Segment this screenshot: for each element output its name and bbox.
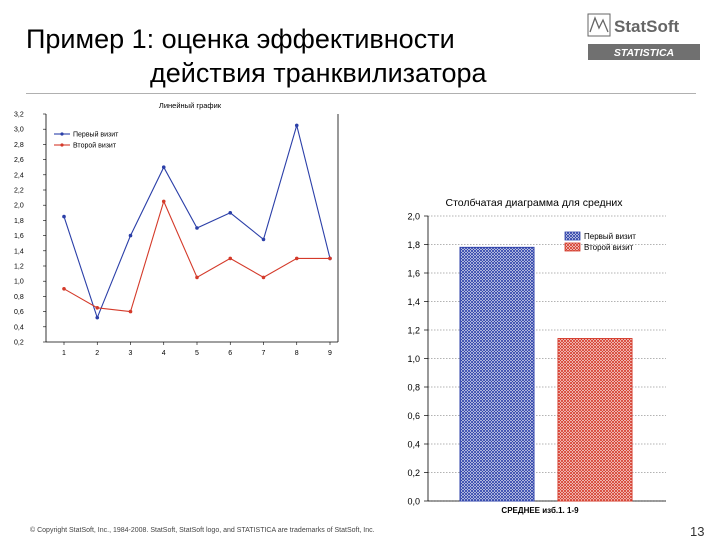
bar-chart-y-tick-label: 2,0 <box>407 212 420 222</box>
bar-chart-y-tick-label: 1,6 <box>407 269 420 279</box>
line-chart-y-tick-label: 2,8 <box>14 142 24 149</box>
line-chart-x-tick-label: 5 <box>195 350 199 357</box>
bar-chart-legend-label: Второй визит <box>584 243 634 252</box>
line-chart-point <box>294 256 299 261</box>
line-chart-x-tick-label: 2 <box>95 350 99 357</box>
line-chart-title: Линейный график <box>159 101 222 110</box>
bar-chart-legend: Первый визит Второй визит <box>564 231 636 252</box>
line-chart-point <box>261 237 266 242</box>
line-chart-series <box>62 123 332 320</box>
line-chart-point <box>95 306 100 310</box>
page-number: 13 <box>690 524 705 539</box>
logo-brand-text: StatSoft <box>614 17 680 36</box>
line-chart-x-tick-label: 3 <box>129 350 133 357</box>
line-chart-legend-marker <box>60 143 64 147</box>
line-chart-y-tick-label: 0,4 <box>14 324 24 331</box>
line-chart-legend-label: Первый визит <box>73 131 119 139</box>
line-chart-x-tick-label: 4 <box>162 350 166 357</box>
line-chart-point <box>62 214 66 219</box>
logo-mark-icon <box>587 13 611 37</box>
line-chart-point <box>62 287 66 291</box>
line-chart-point <box>161 165 166 169</box>
slide-title-line1: Пример 1: оценка эффективности <box>26 24 455 54</box>
footer-copyright: © Copyright StatSoft, Inc., 1984-2008. S… <box>30 527 375 534</box>
line-chart-x-tick-label: 7 <box>262 350 266 357</box>
bar-chart-y-tick-label: 1,4 <box>407 297 420 307</box>
bar-chart-title: Столбчатая диаграмма для средних <box>445 197 623 209</box>
line-chart-point <box>95 315 100 320</box>
line-chart-y-tick-label: 0,6 <box>14 309 24 316</box>
line-chart-y-tick-label: 1,0 <box>14 279 24 286</box>
bar-chart-legend-label: Первый визит <box>584 232 636 241</box>
line-chart-y-tick-label: 0,8 <box>14 294 24 301</box>
bar-chart-bars <box>459 246 633 502</box>
bar-chart-legend-swatch <box>564 231 581 241</box>
line-chart-y-tick-label: 1,4 <box>14 248 24 255</box>
bar-chart-legend-swatch <box>564 242 581 252</box>
line-chart-y-tick-label: 2,0 <box>14 203 24 210</box>
line-chart-x-tick-label: 6 <box>228 350 232 357</box>
line-chart-legend-label: Второй визит <box>73 142 117 150</box>
line-chart-y-tick-label: 3,2 <box>14 112 24 119</box>
line-chart-x-axis: 1 2 3 4 5 6 7 8 9 <box>46 341 338 357</box>
logo-product-text: STATISTICA <box>614 47 674 59</box>
line-chart-point <box>195 226 199 230</box>
bar-chart-y-tick-label: 1,8 <box>407 240 420 250</box>
line-chart-series-line <box>63 199 330 313</box>
bar-chart-y-tick-label: 0,2 <box>407 468 420 478</box>
line-chart-y-axis: 0,2 0,4 0,6 0,8 1,0 1,2 1,4 1,6 1,8 2,0 2,2 2,4 2,6 2… <box>14 112 339 347</box>
line-chart-point <box>128 309 133 314</box>
line-chart-point <box>161 199 166 204</box>
bar-chart-y-tick-label: 0,8 <box>407 383 420 393</box>
bar-chart-bar <box>459 246 535 502</box>
title-divider <box>26 93 696 94</box>
bar-chart-x-label: СРЕДНЕЕ изб.1. 1-9 <box>501 506 579 515</box>
bar-chart-y-tick-label: 1,2 <box>407 326 420 336</box>
statsoft-logo: StatSoft STATISTICA <box>587 13 700 60</box>
line-chart-point <box>228 211 233 215</box>
bar-chart: Столбчатая диаграмма для средних 0,0 0,2 0… <box>407 197 666 515</box>
line-chart: Линейный график 0,2 0,4 0,6 0,8 1,0 1,2 1,4 1,6… <box>14 101 339 357</box>
slide-title-line2: действия транквилизатора <box>150 58 487 88</box>
line-chart-point <box>328 256 332 261</box>
bar-chart-y-tick-label: 0,6 <box>407 411 420 421</box>
line-chart-y-tick-label: 2,6 <box>14 157 24 164</box>
line-chart-y-tick-label: 1,8 <box>14 218 24 225</box>
line-chart-y-tick-label: 0,2 <box>14 340 24 347</box>
bar-chart-y-tick-label: 0,0 <box>407 497 420 507</box>
bar-chart-y-tick-label: 0,4 <box>407 440 420 450</box>
line-chart-x-tick-label: 1 <box>62 350 66 357</box>
line-chart-x-tick-label: 8 <box>295 350 299 357</box>
line-chart-y-tick-label: 1,2 <box>14 264 24 271</box>
line-chart-x-tick-label: 9 <box>328 350 332 357</box>
line-chart-point <box>128 233 133 238</box>
line-chart-y-tick-label: 2,2 <box>14 188 24 195</box>
line-chart-y-tick-label: 2,4 <box>14 172 24 179</box>
bar-chart-y-tick-label: 1,0 <box>407 354 420 364</box>
line-chart-legend: Первый визит Второй визит <box>54 131 119 150</box>
slide-title: Пример 1: оценка эффективности действия … <box>26 22 566 90</box>
line-chart-legend-marker <box>60 132 64 136</box>
line-chart-point <box>294 123 299 128</box>
line-chart-y-tick-label: 1,6 <box>14 233 24 240</box>
line-chart-point <box>228 256 233 261</box>
line-chart-point <box>261 275 266 280</box>
bar-chart-bar <box>557 338 633 502</box>
line-chart-y-tick-label: 3,0 <box>14 127 24 134</box>
line-chart-series-line <box>63 123 331 320</box>
line-chart-point <box>195 275 199 280</box>
logo-product-band <box>588 44 700 60</box>
